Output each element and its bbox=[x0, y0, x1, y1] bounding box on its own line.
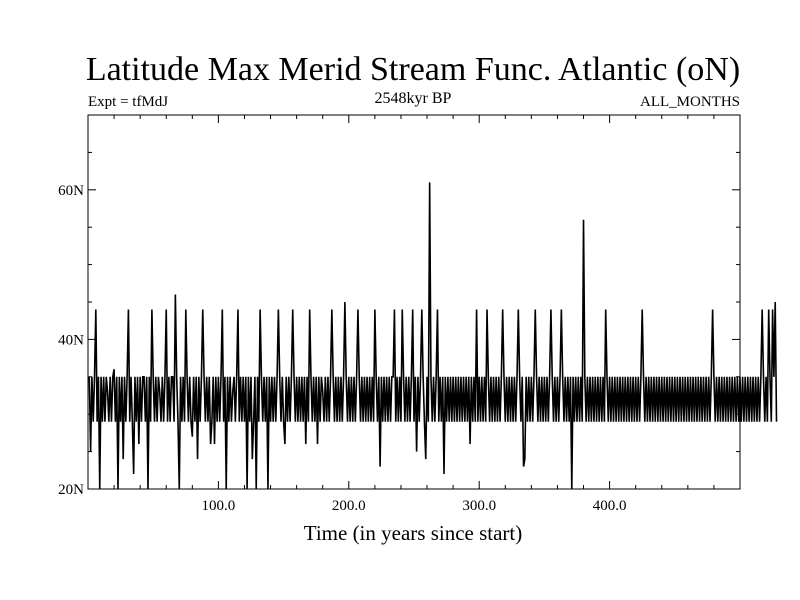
period-label: ALL_MONTHS bbox=[640, 94, 740, 110]
x-tick-label: 200.0 bbox=[332, 498, 366, 514]
y-tick-label: 60N bbox=[58, 183, 84, 199]
y-tick-label: 20N bbox=[58, 482, 84, 498]
plot-frame bbox=[87, 114, 741, 490]
y-tick-label: 40N bbox=[58, 332, 84, 348]
experiment-label: Expt = tfMdJ bbox=[88, 94, 168, 110]
x-axis-label: Time (in years since start) bbox=[304, 521, 523, 545]
x-tick-label: 400.0 bbox=[593, 498, 627, 514]
series-group bbox=[88, 182, 778, 490]
axis-ticks bbox=[88, 114, 740, 490]
series-line bbox=[88, 182, 778, 490]
chart-subtitle: 2548kyr BP bbox=[375, 90, 452, 107]
chart-title: Latitude Max Merid Stream Func. Atlantic… bbox=[86, 51, 740, 88]
axis-tick-labels: 20N 40N 60N 100.0 200.0 300.0 400.0 bbox=[58, 183, 626, 514]
x-tick-label: 300.0 bbox=[462, 498, 496, 514]
x-tick-label: 100.0 bbox=[202, 498, 236, 514]
